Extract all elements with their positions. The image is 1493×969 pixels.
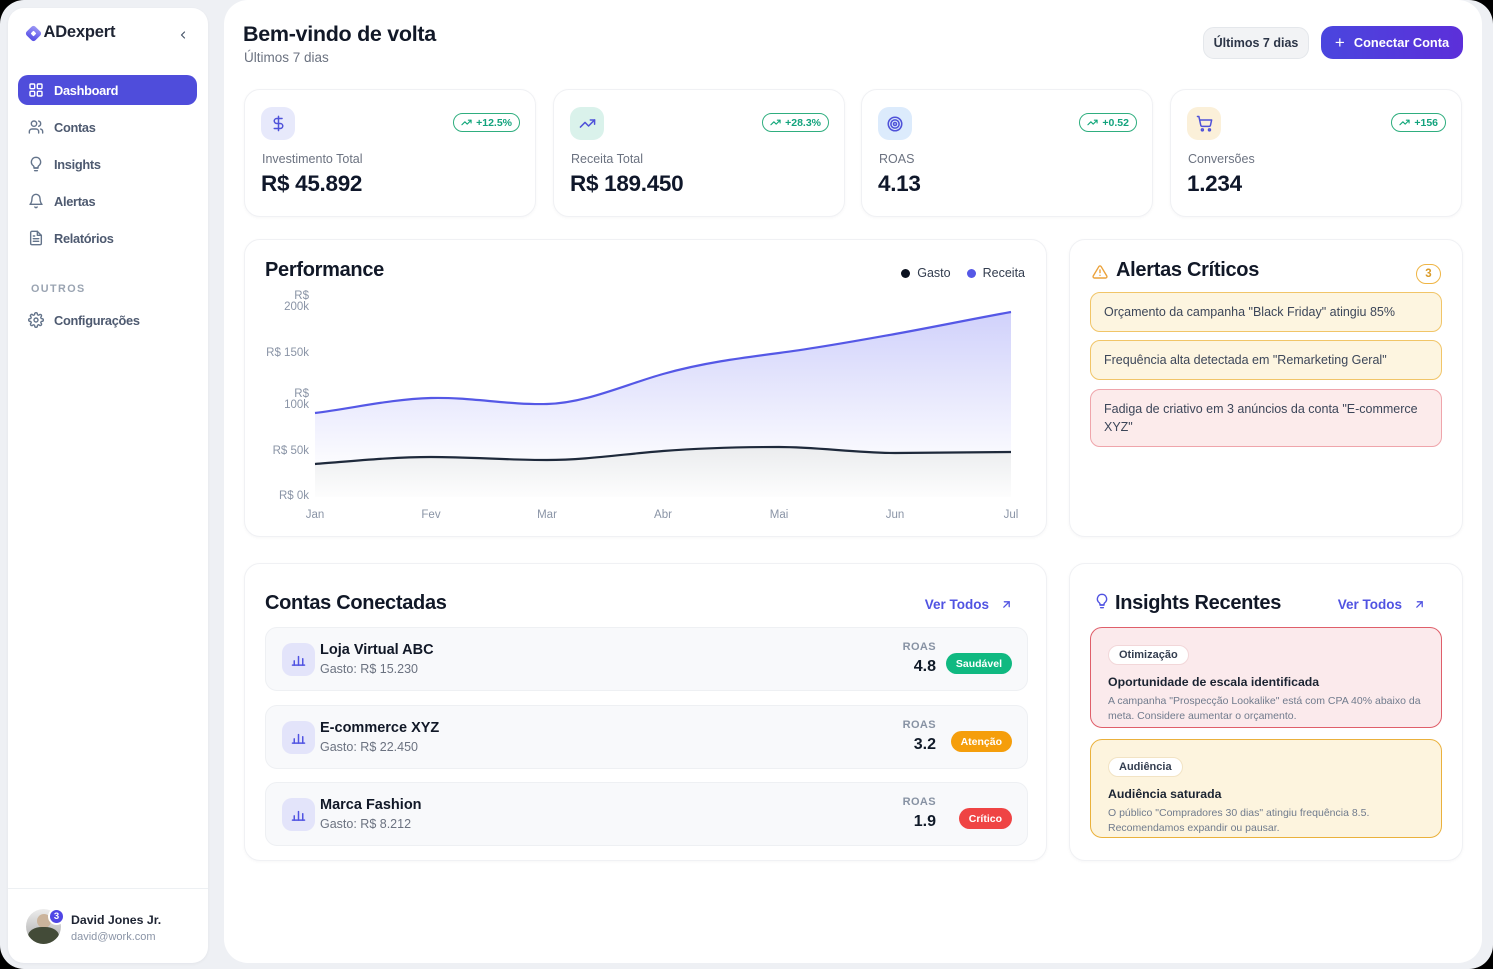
svg-text:Abr: Abr — [654, 509, 672, 521]
svg-text:Mar: Mar — [537, 509, 557, 521]
svg-text:Jan: Jan — [306, 509, 325, 521]
svg-text:R$ 150k: R$ 150k — [266, 347, 309, 359]
svg-text:Mai: Mai — [770, 509, 789, 521]
svg-text:R$: R$ — [294, 388, 309, 400]
svg-text:Jun: Jun — [886, 509, 905, 521]
svg-text:100k: 100k — [284, 399, 309, 411]
svg-text:Jul: Jul — [1004, 509, 1019, 521]
svg-text:Fev: Fev — [421, 509, 440, 521]
svg-text:200k: 200k — [284, 301, 309, 313]
svg-text:R$ 50k: R$ 50k — [273, 445, 310, 457]
svg-text:R$ 0k: R$ 0k — [279, 490, 309, 502]
svg-text:R$: R$ — [294, 290, 309, 302]
